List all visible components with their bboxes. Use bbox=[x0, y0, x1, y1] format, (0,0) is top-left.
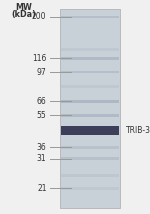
Text: 200: 200 bbox=[32, 12, 46, 21]
Text: 31: 31 bbox=[37, 154, 46, 163]
Text: 66: 66 bbox=[37, 97, 46, 106]
Bar bbox=[61, 85, 119, 88]
Bar bbox=[61, 48, 119, 51]
Text: 116: 116 bbox=[32, 54, 46, 63]
Bar bbox=[61, 157, 119, 160]
Bar bbox=[61, 114, 119, 117]
Bar bbox=[61, 146, 119, 149]
Bar bbox=[61, 174, 119, 177]
Text: (kDa): (kDa) bbox=[12, 10, 36, 19]
Text: TRIB-3: TRIB-3 bbox=[126, 126, 150, 135]
Text: 36: 36 bbox=[37, 143, 46, 152]
Bar bbox=[61, 187, 119, 190]
Text: MW: MW bbox=[16, 3, 32, 12]
Text: 97: 97 bbox=[37, 67, 46, 77]
Bar bbox=[61, 100, 119, 103]
Bar bbox=[61, 16, 119, 18]
Text: 21: 21 bbox=[37, 184, 46, 193]
Text: 55: 55 bbox=[37, 111, 46, 120]
Bar bbox=[61, 71, 119, 73]
Bar bbox=[61, 126, 119, 135]
Bar bbox=[60, 9, 120, 208]
Bar bbox=[61, 57, 119, 60]
